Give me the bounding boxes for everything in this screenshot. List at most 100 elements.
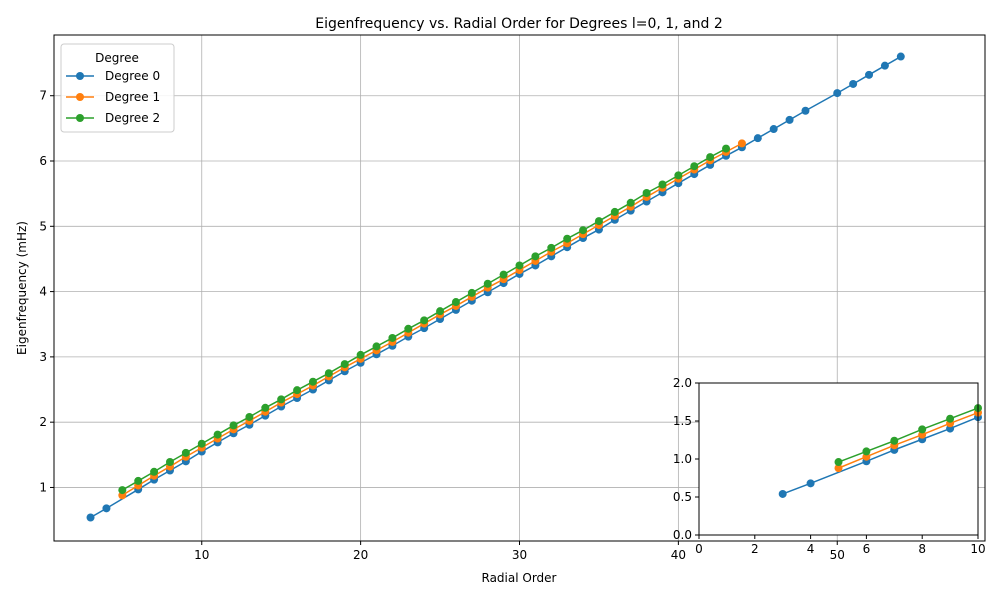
main-data-point-degree-2 [499,270,508,279]
main-data-point-degree-0 [102,504,111,513]
main-x-tick-label: 30 [512,548,527,562]
inset-y-tick-label: 0.5 [673,490,692,504]
inset-x-tick-label: 10 [970,542,985,556]
main-x-tick-label: 40 [671,548,686,562]
main-y-tick-label: 2 [39,415,47,429]
inset-data-point-degree-0 [778,489,787,498]
legend-entry-degree-1: Degree 1 [66,90,160,104]
y-axis-label: Eigenfrequency (mHz) [15,221,29,355]
legend-label-degree-2: Degree 2 [105,111,160,125]
legend-marker-degree-2 [76,114,84,122]
chart-title: Eigenfrequency vs. Radial Order for Degr… [315,16,723,32]
main-y-tick-label: 5 [39,219,47,233]
main-data-point-degree-2 [579,226,588,235]
x-axis-label: Radial Order [482,571,557,585]
inset-series-line-degree-2 [838,407,979,463]
main-data-point-degree-2 [467,288,476,297]
inset-x-tick-label: 0 [695,542,703,556]
main-data-point-degree-2 [372,342,381,351]
main-data-point-degree-2 [340,360,349,369]
main-data-point-degree-2 [674,171,683,180]
inset-data-point-degree-2 [918,425,927,434]
main-data-point-degree-2 [420,316,429,325]
inset-x-tick-label: 4 [807,542,815,556]
legend-label-degree-0: Degree 0 [105,69,160,83]
main-data-point-degree-2 [197,439,206,448]
main-data-point-degree-2 [483,279,492,288]
inset-x-tick-label: 6 [863,542,871,556]
main-data-point-degree-0 [833,89,842,98]
legend-label-degree-1: Degree 1 [105,90,160,104]
main-data-point-degree-2 [594,217,603,226]
main-data-point-degree-0 [865,70,874,79]
inset-data-point-degree-2 [946,414,955,423]
main-data-point-degree-2 [181,448,190,457]
main-data-point-degree-0 [769,125,778,134]
main-data-point-degree-2 [547,243,556,252]
inset-data-point-degree-2 [890,436,899,445]
inset-series-group [778,404,982,498]
main-data-point-degree-2 [642,189,651,198]
main-data-point-degree-0 [896,52,905,61]
main-data-point-degree-2 [658,180,667,189]
main-data-point-degree-2 [356,350,365,359]
legend-entry-degree-0: Degree 0 [66,69,160,83]
main-data-point-degree-2 [563,234,572,243]
main-data-point-degree-2 [245,412,254,421]
main-y-tick-label: 1 [39,480,47,494]
main-data-point-degree-0 [880,61,889,70]
main-data-point-degree-2 [150,467,159,476]
inset-chart: 0 2 4 6 8 10 0.0 0.5 1.0 1.5 2.0 [673,376,986,556]
inset-y-tick-label: 1.0 [673,452,692,466]
main-x-tick-label: 10 [194,548,209,562]
main-x-tick-label: 50 [830,548,845,562]
inset-series-line-degree-1 [838,411,979,469]
main-y-tick-label: 3 [39,350,47,364]
inset-y-tick-label: 0.0 [673,528,692,542]
main-y-tick-label: 4 [39,285,47,299]
main-data-point-degree-2 [261,403,270,412]
main-data-point-degree-0 [801,106,810,115]
inset-ticks: 0 2 4 6 8 10 0.0 0.5 1.0 1.5 2.0 [673,376,986,556]
legend-marker-degree-0 [76,72,84,80]
inset-data-point-degree-2 [862,447,871,456]
inset-x-tick-label: 2 [751,542,759,556]
main-data-point-degree-2 [134,476,143,485]
main-data-point-degree-2 [690,162,699,171]
main-data-point-degree-2 [626,198,635,207]
inset-y-tick-label: 1.5 [673,414,692,428]
main-data-point-degree-2 [293,386,302,395]
main-data-point-degree-2 [610,207,619,216]
inset-data-point-degree-0 [806,479,815,488]
main-data-point-degree-2 [531,252,540,261]
main-y-tick-label: 7 [39,89,47,103]
main-data-point-degree-2 [118,486,127,495]
main-series-line-degree-1 [121,142,743,496]
main-series-group [86,52,905,522]
legend: Degree Degree 0 Degree 1 Degree 2 [60,43,175,133]
main-data-point-degree-0 [86,513,95,522]
main-x-tick-label: 20 [353,548,368,562]
inset-data-point-degree-2 [834,458,843,467]
legend-marker-degree-1 [76,93,84,101]
legend-title: Degree [95,51,139,65]
main-data-point-degree-0 [785,115,794,124]
main-data-point-degree-2 [308,377,317,386]
main-data-point-degree-2 [515,261,524,270]
main-data-point-degree-2 [229,421,238,430]
main-data-point-degree-2 [706,153,715,162]
inset-data-point-degree-1 [834,464,843,473]
main-data-point-degree-2 [388,333,397,342]
main-data-point-degree-2 [324,369,333,378]
main-data-point-degree-1 [737,139,746,148]
inset-y-tick-label: 2.0 [673,376,692,390]
main-data-point-degree-2 [404,324,413,333]
main-y-tick-label: 6 [39,154,47,168]
legend-box [60,43,175,133]
main-data-point-degree-2 [722,144,731,153]
main-data-point-degree-2 [213,430,222,439]
main-data-point-degree-2 [451,298,460,307]
